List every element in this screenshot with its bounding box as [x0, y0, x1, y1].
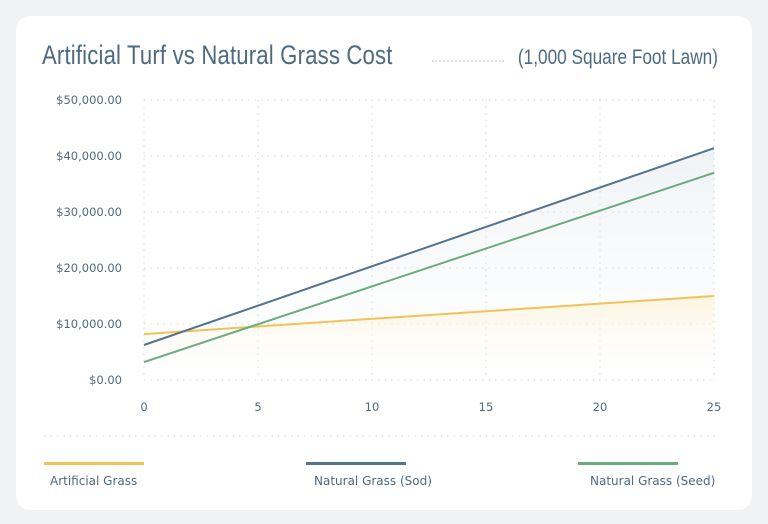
x-tick-label: 25	[707, 400, 722, 414]
x-tick-label: 0	[140, 400, 147, 414]
area-fill-artificial	[144, 296, 714, 380]
x-tick-label: 20	[593, 400, 608, 414]
series-line-artificial-grass	[143, 295, 715, 336]
legend-label: Natural Grass (Sod)	[314, 474, 432, 488]
legend-swatch	[44, 462, 144, 465]
legend-label: Natural Grass (Seed)	[590, 474, 716, 488]
y-tick-label: $0.00	[89, 373, 122, 387]
legend-swatch	[578, 462, 678, 465]
y-tick-label: $40,000.00	[56, 149, 122, 163]
y-tick-label: $10,000.00	[56, 317, 122, 331]
series-line-natural-grass-seed	[143, 171, 715, 364]
y-tick-label: $20,000.00	[56, 261, 122, 275]
y-tick-label: $50,000.00	[56, 93, 122, 107]
legend-swatch	[306, 462, 406, 465]
x-tick-label: 15	[479, 400, 494, 414]
chart-subtitle: (1,000 Square Foot Lawn)	[517, 46, 718, 69]
legend-label: Artificial Grass	[50, 474, 138, 488]
chart-title: Artificial Turf vs Natural Grass Cost	[42, 40, 393, 70]
x-tick-label: 10	[365, 400, 380, 414]
title-divider	[432, 60, 504, 62]
y-tick-label: $30,000.00	[56, 205, 122, 219]
x-tick-label: 5	[254, 400, 261, 414]
series-line-natural-grass-sod	[143, 147, 715, 346]
